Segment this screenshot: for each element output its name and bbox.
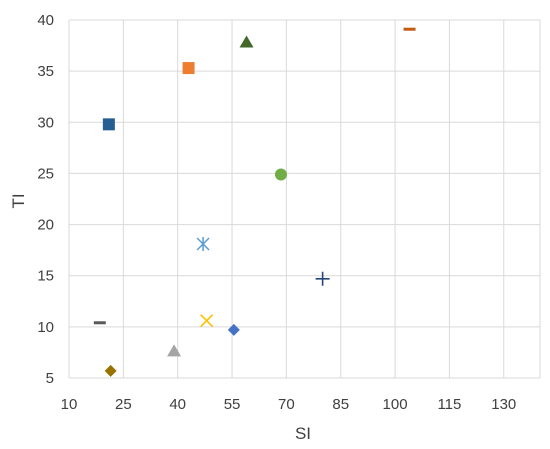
y-tick-label: 20 xyxy=(37,217,54,234)
x-tick-label: 40 xyxy=(169,396,186,413)
data-point-star xyxy=(196,237,210,252)
x-tick-label: 55 xyxy=(224,396,241,413)
data-point-diamond xyxy=(227,323,240,336)
y-tick-labels: 5 10 15 20 25 30 35 40 xyxy=(37,12,54,387)
data-point-diamond xyxy=(104,364,117,377)
y-axis-title: TI xyxy=(9,193,28,208)
grid-lines xyxy=(68,19,541,379)
data-point-square xyxy=(182,62,195,75)
x-tick-label: 130 xyxy=(491,396,516,413)
y-tick-label: 30 xyxy=(37,114,54,131)
y-tick-label: 35 xyxy=(37,63,54,80)
data-point-dash xyxy=(403,27,416,31)
x-axis-title: SI xyxy=(295,424,311,443)
x-tick-label: 70 xyxy=(278,396,295,413)
x-tick-labels: 10 25 40 55 70 85 100 115 130 xyxy=(61,396,517,413)
data-point-square xyxy=(102,118,115,131)
data-point-triangle xyxy=(239,35,254,48)
x-tick-label: 100 xyxy=(383,396,408,413)
y-tick-label: 15 xyxy=(37,268,54,285)
x-tick-label: 85 xyxy=(332,396,349,413)
data-point-x xyxy=(200,314,214,328)
data-point-circle xyxy=(274,168,287,181)
data-point-dash xyxy=(93,321,106,325)
data-points xyxy=(93,27,416,377)
data-point-triangle xyxy=(167,344,182,357)
x-tick-label: 115 xyxy=(437,396,461,413)
y-tick-label: 25 xyxy=(37,165,54,182)
x-tick-label: 10 xyxy=(61,396,78,413)
data-point-plus xyxy=(315,271,330,286)
y-tick-label: 40 xyxy=(37,12,54,29)
y-tick-label: 5 xyxy=(46,370,54,387)
y-tick-label: 10 xyxy=(37,319,54,336)
x-tick-label: 25 xyxy=(115,396,132,413)
